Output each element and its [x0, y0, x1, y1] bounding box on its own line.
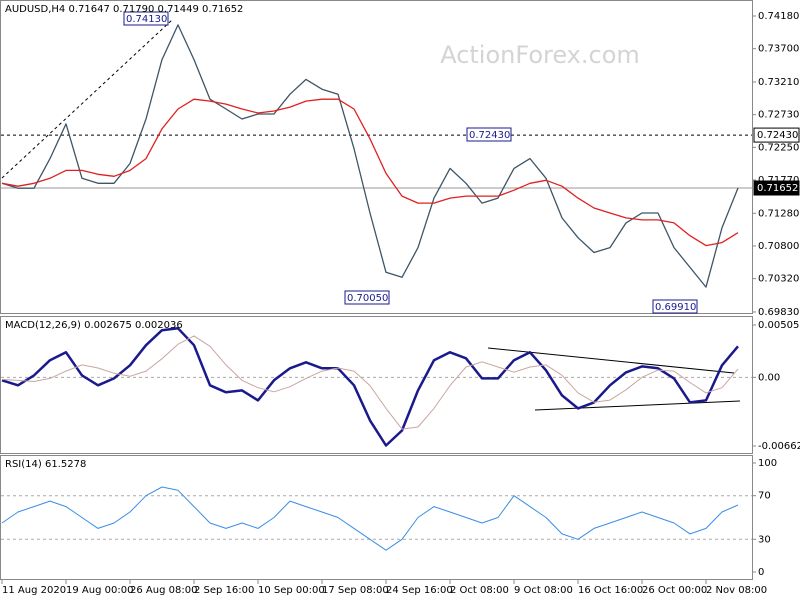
x-tick-label: 16 Oct 16:00	[578, 585, 643, 596]
y-tick-label: -0.006629	[758, 441, 800, 452]
x-tick-label: 11 Aug 2020	[2, 585, 66, 596]
annotation-box	[652, 299, 698, 314]
panel-title: MACD(12,26,9) 0.002675 0.002036	[5, 320, 183, 331]
annotation-label: 0.72430	[469, 130, 510, 141]
y-tick-label: 0.71770	[758, 175, 799, 186]
price-line-label: 0.72430	[757, 130, 798, 141]
x-tick-label: 19 Aug 00:00	[66, 585, 133, 596]
y-tick-label: 100	[758, 458, 777, 469]
trend-line	[1, 19, 173, 179]
price-panel	[0, 0, 753, 314]
x-tick-label: 24 Sep 16:00	[386, 585, 453, 596]
y-tick-label: 0.70320	[758, 274, 799, 285]
annotation-box	[123, 11, 169, 26]
x-tick-label: 2 Oct 08:00	[450, 585, 509, 596]
price-line-box	[753, 180, 800, 196]
x-tick-label: 9 Oct 08:00	[514, 585, 573, 596]
y-tick-label: 0.70800	[758, 241, 799, 252]
macd-trend-line	[534, 400, 741, 411]
series-line	[1, 486, 739, 551]
y-tick-label: 0.72250	[758, 142, 799, 153]
price-line-box	[753, 127, 800, 143]
series-line	[1, 24, 739, 288]
x-tick-label: 2 Nov 08:00	[706, 585, 767, 596]
y-tick-label: 0.69830	[758, 307, 799, 318]
macd-panel	[0, 316, 753, 454]
annotation-label: 0.70050	[347, 293, 388, 304]
y-tick-label: 0.74180	[758, 11, 799, 22]
x-tick-label: 17 Sep 08:00	[322, 585, 389, 596]
annotation-label: 0.69910	[655, 302, 696, 313]
y-tick-label: 0.73210	[758, 77, 799, 88]
panel-title: AUDUSD,H4 0.71647 0.71790 0.71449 0.7165…	[5, 4, 243, 15]
annotation-label: 0.74130	[126, 14, 167, 25]
x-tick-label: 26 Oct 00:00	[642, 585, 707, 596]
y-tick-label: 0.71280	[758, 208, 799, 219]
y-tick-label: 0.005052	[758, 320, 800, 331]
y-tick-label: 0.73700	[758, 44, 799, 55]
watermark: ActionForex.com	[440, 41, 640, 69]
panel-title: RSI(14) 61.5278	[5, 459, 86, 470]
annotation-box	[344, 290, 390, 305]
annotation-box	[466, 127, 512, 142]
y-tick-label: 70	[758, 491, 771, 502]
x-tick-label: 10 Sep 00:00	[258, 585, 325, 596]
y-tick-label: 30	[758, 534, 771, 545]
x-tick-label: 2 Sep 16:00	[194, 585, 254, 596]
y-tick-label: 0	[758, 567, 764, 578]
series-line	[1, 98, 739, 247]
rsi-panel	[0, 455, 753, 580]
x-tick-label: 26 Aug 08:00	[130, 585, 197, 596]
series-line	[1, 327, 739, 447]
y-tick-label: 0.00	[758, 372, 780, 383]
price-line-label: 0.71652	[757, 183, 798, 194]
series-line	[1, 335, 739, 430]
y-tick-label: 0.72730	[758, 110, 799, 121]
